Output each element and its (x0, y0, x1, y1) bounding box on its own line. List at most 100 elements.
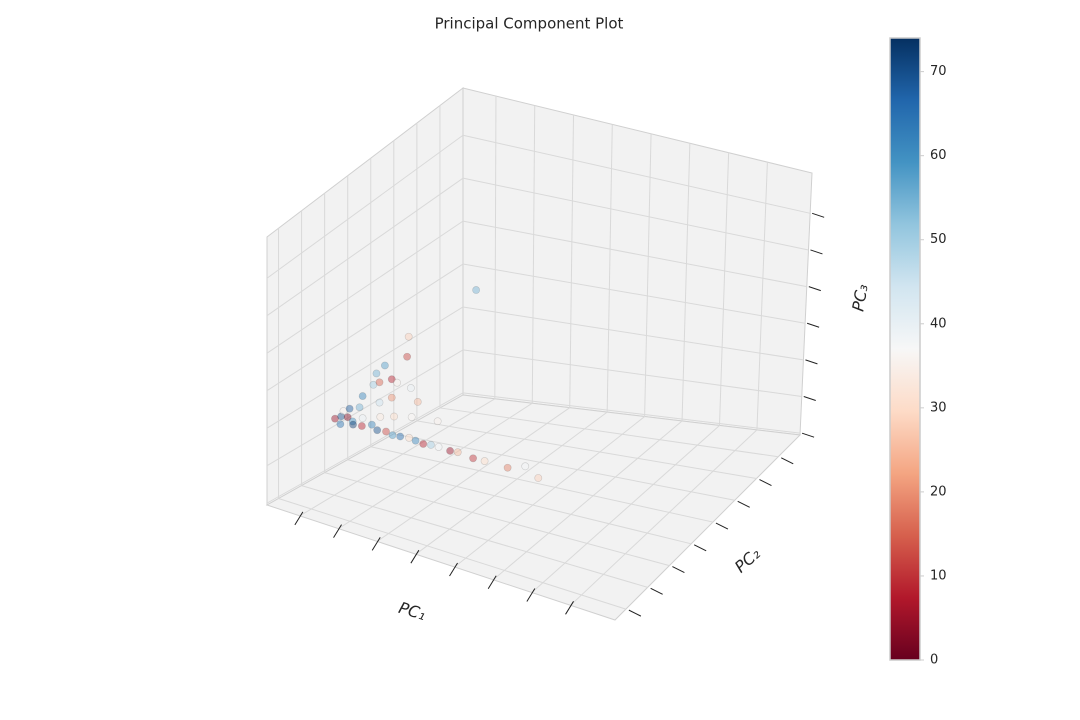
grid-line (347, 459, 692, 545)
colorbar-tick-label: 10 (930, 568, 947, 583)
y-tick (781, 457, 794, 465)
point (387, 393, 396, 402)
point (343, 413, 352, 422)
y-tick (715, 522, 729, 530)
y-tick (759, 479, 772, 486)
colorbar-tick-label: 20 (930, 484, 947, 499)
grid-line (570, 429, 758, 606)
grid-line (531, 105, 536, 404)
colorbar-tick-label: 30 (930, 400, 947, 415)
colorbar-tick-label: 50 (930, 232, 947, 247)
point (357, 422, 366, 430)
point (387, 375, 396, 384)
pane (265, 394, 802, 621)
point (453, 448, 462, 457)
grid-line (338, 402, 533, 530)
grid-line (416, 420, 757, 480)
y-tick (650, 587, 663, 595)
point (358, 414, 367, 423)
z-tick (805, 359, 818, 365)
point (446, 446, 454, 455)
grid-line (644, 133, 652, 417)
point (411, 436, 420, 445)
grid-line (266, 177, 464, 317)
x-tick (449, 562, 458, 577)
y-tick (628, 609, 642, 617)
point (380, 361, 389, 370)
pane (462, 87, 813, 436)
point (469, 454, 477, 463)
point (405, 433, 413, 442)
point (390, 412, 398, 421)
grid-line (462, 392, 801, 434)
point (480, 457, 489, 465)
point (373, 426, 382, 435)
colorbar (889, 37, 921, 661)
grid-line (462, 306, 804, 361)
z-tick (811, 212, 825, 218)
grid-line (606, 124, 613, 413)
colorbar-tick-label: 60 (930, 148, 947, 163)
point (396, 432, 405, 441)
z-tick (806, 322, 820, 328)
grid-line (376, 407, 571, 542)
colorbar-tick-label: 40 (930, 316, 947, 331)
grid-line (494, 96, 497, 399)
point (534, 474, 543, 482)
point (427, 440, 435, 449)
grid-line (370, 446, 714, 523)
grid-line (718, 152, 730, 426)
grid-line (415, 411, 608, 555)
grid-line (492, 420, 683, 581)
grid-line (569, 114, 575, 408)
point (348, 417, 357, 426)
points (331, 286, 543, 482)
point (349, 420, 357, 429)
x-tick (565, 601, 574, 615)
grid (266, 96, 811, 610)
grid-line (266, 306, 464, 429)
x-tick (333, 524, 342, 538)
point (393, 378, 402, 387)
point (419, 440, 428, 448)
grid-line (462, 177, 809, 251)
panes (265, 86, 813, 621)
point (337, 412, 346, 421)
x-tick (294, 511, 304, 526)
point (503, 463, 512, 472)
grid-line (531, 425, 720, 593)
grid-line (681, 143, 691, 422)
ticks (294, 212, 825, 617)
point (358, 392, 367, 400)
chart-title: Principal Component Plot (435, 15, 624, 33)
point (403, 352, 412, 361)
x-tick (526, 588, 536, 602)
point (355, 403, 364, 412)
colorbar-tick-label: 0 (930, 653, 938, 668)
point (369, 380, 378, 389)
grid-line (462, 263, 806, 324)
grid-line (266, 349, 464, 467)
y-tick (672, 566, 685, 574)
point (339, 407, 348, 415)
point (472, 286, 481, 294)
grid-line (462, 349, 802, 398)
point (331, 414, 339, 423)
z-tick (808, 286, 821, 292)
point (382, 427, 390, 436)
grid-line (266, 392, 464, 504)
point (433, 417, 442, 426)
grid-line (462, 134, 811, 214)
point (413, 397, 422, 406)
grid-line (756, 162, 768, 430)
point (404, 332, 413, 341)
z-tick (810, 249, 823, 255)
point (388, 431, 397, 440)
grid-line (324, 472, 670, 567)
point (376, 413, 385, 421)
point (406, 384, 415, 392)
y-tick (737, 500, 750, 508)
point (434, 443, 443, 451)
grid-line (439, 407, 779, 458)
